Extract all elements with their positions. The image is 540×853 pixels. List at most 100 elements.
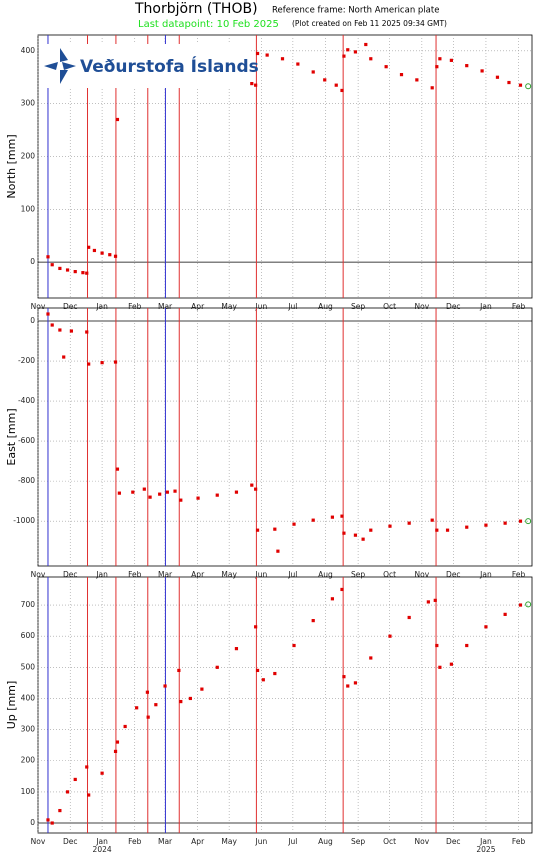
data-point <box>292 522 296 526</box>
data-point <box>173 489 177 493</box>
data-point <box>342 531 346 535</box>
data-point <box>361 537 365 541</box>
data-point <box>503 521 507 525</box>
x-tick-label: Nov <box>31 302 46 311</box>
x-tick-label: Jan <box>95 837 108 846</box>
data-point <box>340 514 344 518</box>
data-point <box>334 83 338 87</box>
data-point <box>85 765 89 769</box>
data-point <box>85 271 89 275</box>
data-point <box>135 706 139 710</box>
x-tick-label: Oct <box>383 837 396 846</box>
data-point <box>87 793 91 797</box>
data-point <box>346 684 350 688</box>
x-tick-label: Jan <box>479 302 492 311</box>
data-point <box>330 515 335 519</box>
data-point <box>255 668 260 673</box>
y-tick-label: 100 <box>21 787 36 796</box>
data-point <box>445 528 450 532</box>
data-point <box>399 73 404 77</box>
x-tick-label: Mar <box>158 570 173 579</box>
x-tick-label: Feb <box>128 302 142 311</box>
last-point <box>525 83 532 90</box>
data-point <box>292 643 296 648</box>
y-tick-label: 0 <box>30 818 35 827</box>
data-point <box>503 612 507 616</box>
data-point <box>123 724 127 729</box>
data-point <box>340 88 344 93</box>
x-tick-label: Oct <box>383 302 396 311</box>
data-point <box>484 625 488 629</box>
created: (Plot created on Feb 11 2025 09:34 GMT) <box>292 19 447 28</box>
data-point <box>46 312 50 316</box>
y-tick-label: -400 <box>18 396 35 405</box>
data-point <box>113 360 118 364</box>
x-tick-label: Aug <box>318 302 333 311</box>
data-point <box>342 54 346 58</box>
x-tick-label: Feb <box>128 570 142 579</box>
x-tick-label: Jun <box>255 302 268 311</box>
y-tick-label: -600 <box>18 436 35 445</box>
data-point <box>484 523 488 527</box>
data-point <box>113 749 118 754</box>
x-tick-label: Dec <box>446 837 461 846</box>
data-point <box>69 329 73 333</box>
x-tick-label: Apr <box>191 302 205 311</box>
x-tick-label: Aug <box>318 837 333 846</box>
data-point <box>430 86 434 90</box>
data-point <box>148 495 152 499</box>
y-tick-label: -800 <box>18 476 35 485</box>
x-tick-label: Nov <box>415 837 430 846</box>
plot-frame <box>37 34 533 299</box>
x-tick-label: Nov <box>415 570 430 579</box>
data-point <box>100 361 104 365</box>
data-point <box>346 48 350 52</box>
y-tick-label: 200 <box>21 756 36 765</box>
x-tick-label: Dec <box>446 570 461 579</box>
data-point <box>353 681 358 685</box>
y-axis-label: East [mm] <box>5 408 18 465</box>
x-tick-label: Nov <box>31 837 46 846</box>
plot-frame <box>37 576 533 834</box>
data-point <box>388 524 392 528</box>
data-point <box>92 248 97 253</box>
reference: Reference frame: North American plate <box>272 6 439 16</box>
data-point <box>87 362 91 366</box>
x-tick-label: May <box>221 570 237 579</box>
y-axis-label: North [mm] <box>5 134 18 198</box>
data-point <box>179 498 183 502</box>
data-point <box>495 75 500 79</box>
data-point <box>113 254 118 258</box>
x-tick-label: Nov <box>415 302 430 311</box>
year-label: 2025 <box>476 845 495 853</box>
data-point <box>407 521 411 525</box>
data-point <box>46 818 50 822</box>
data-point <box>81 271 85 275</box>
y-tick-label: 0 <box>30 316 35 325</box>
x-tick-label: Apr <box>191 570 205 579</box>
data-point <box>296 62 300 66</box>
data-point <box>384 65 388 69</box>
data-point <box>215 665 219 669</box>
data-point <box>426 600 430 604</box>
y-tick-label: 700 <box>21 600 36 609</box>
data-point <box>255 528 260 532</box>
data-point <box>276 549 280 553</box>
data-point <box>85 330 89 334</box>
data-point <box>65 268 70 272</box>
data-point <box>254 83 258 87</box>
data-point <box>340 587 344 592</box>
data-point <box>330 597 335 601</box>
data-point <box>342 675 346 679</box>
data-point <box>62 355 66 359</box>
data-point <box>73 269 77 274</box>
y-tick-label: 400 <box>21 693 36 702</box>
data-point <box>388 634 392 638</box>
x-tick-label: Jul <box>287 570 297 579</box>
plot-frame <box>37 307 533 567</box>
y-tick-label: 600 <box>21 631 36 640</box>
data-point <box>353 50 358 54</box>
data-point <box>250 81 254 86</box>
data-point <box>108 253 112 257</box>
data-point <box>518 519 523 523</box>
